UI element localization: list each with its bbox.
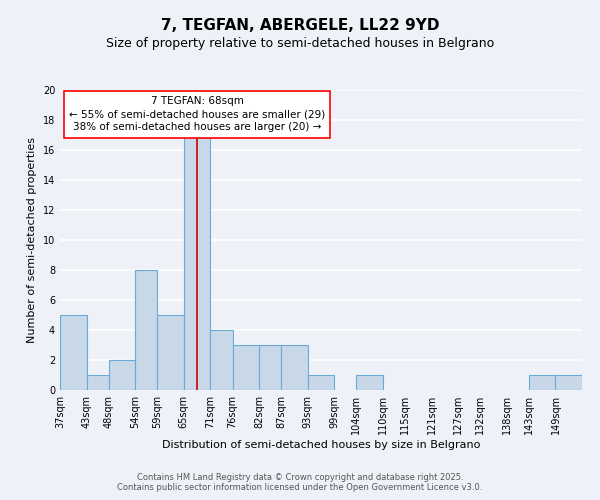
Y-axis label: Number of semi-detached properties: Number of semi-detached properties (27, 137, 37, 343)
Text: 7, TEGFAN, ABERGELE, LL22 9YD: 7, TEGFAN, ABERGELE, LL22 9YD (161, 18, 439, 32)
Bar (556, 375, 582, 390)
Text: Contains HM Land Registry data © Crown copyright and database right 2025.
Contai: Contains HM Land Registry data © Crown c… (118, 473, 482, 492)
Bar (529, 375, 556, 390)
X-axis label: Distribution of semi-detached houses by size in Belgrano: Distribution of semi-detached houses by … (162, 440, 480, 450)
Bar (60, 315, 86, 390)
Bar (233, 345, 259, 390)
Bar (356, 375, 383, 390)
Bar (308, 375, 334, 390)
Bar (135, 270, 157, 390)
Bar (259, 345, 281, 390)
Bar (211, 330, 233, 390)
Text: 7 TEGFAN: 68sqm
← 55% of semi-detached houses are smaller (29)
38% of semi-detac: 7 TEGFAN: 68sqm ← 55% of semi-detached h… (69, 96, 325, 132)
Bar (157, 315, 184, 390)
Bar (281, 345, 308, 390)
Bar (109, 360, 135, 390)
Text: Size of property relative to semi-detached houses in Belgrano: Size of property relative to semi-detach… (106, 38, 494, 51)
Bar (86, 375, 109, 390)
Bar (184, 135, 211, 390)
